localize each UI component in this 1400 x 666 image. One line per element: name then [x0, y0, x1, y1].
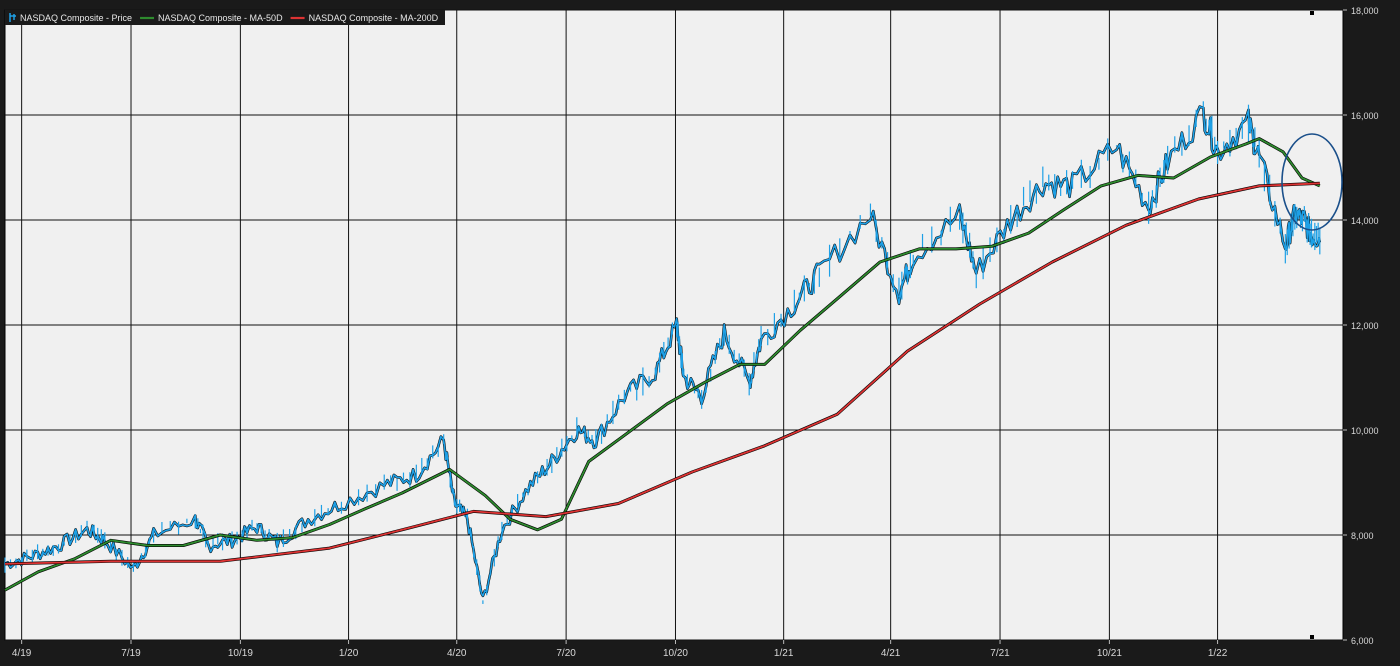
x-tick-label: 1/22 — [1208, 648, 1228, 659]
legend-label: NASDAQ Composite - MA-50D — [158, 13, 283, 23]
corner-marker — [1310, 635, 1314, 639]
highlight-circle-icon — [1281, 133, 1343, 231]
annotation-layer — [1281, 133, 1343, 231]
corner-marker — [1310, 11, 1314, 15]
x-tick-label: 10/21 — [1097, 648, 1122, 659]
y-tick-label: 12,000 — [1351, 321, 1379, 331]
y-tick-label: 16,000 — [1351, 111, 1379, 121]
x-tick-label: 10/19 — [228, 648, 253, 659]
legend-box — [5, 10, 445, 25]
ma-line — [4, 137, 1321, 591]
x-tick-label: 7/20 — [556, 648, 576, 659]
series-ma200 — [4, 181, 1320, 566]
y-tick-label: 14,000 — [1351, 216, 1379, 226]
x-tick-label: 4/20 — [447, 648, 467, 659]
legend-label: NASDAQ Composite - Price — [20, 13, 132, 23]
x-tick-label: 7/21 — [990, 648, 1010, 659]
axis-layer: 6,000 8,000 10,000 12,000 14,000 16,000 18,000… — [12, 6, 1379, 659]
x-tick-label: 1/21 — [774, 648, 794, 659]
series-price — [4, 101, 1322, 604]
y-tick-label: 10,000 — [1351, 426, 1379, 436]
candlestick-icon — [9, 13, 16, 22]
legend: NASDAQ Composite - Price NASDAQ Composite… — [5, 10, 445, 25]
x-tick-label: 1/20 — [339, 648, 359, 659]
legend-label: NASDAQ Composite - MA-200D — [309, 13, 439, 23]
x-tick-label: 4/21 — [881, 648, 901, 659]
series-layer — [4, 101, 1322, 604]
ma-line — [4, 182, 1320, 565]
x-tick-label: 4/19 — [12, 648, 32, 659]
series-ma50 — [4, 137, 1321, 592]
x-tick-label: 7/19 — [121, 648, 141, 659]
y-tick-label: 18,000 — [1351, 6, 1379, 16]
y-tick-label: 6,000 — [1351, 636, 1374, 646]
y-tick-label: 8,000 — [1351, 531, 1374, 541]
x-tick-label: 10/20 — [663, 648, 688, 659]
